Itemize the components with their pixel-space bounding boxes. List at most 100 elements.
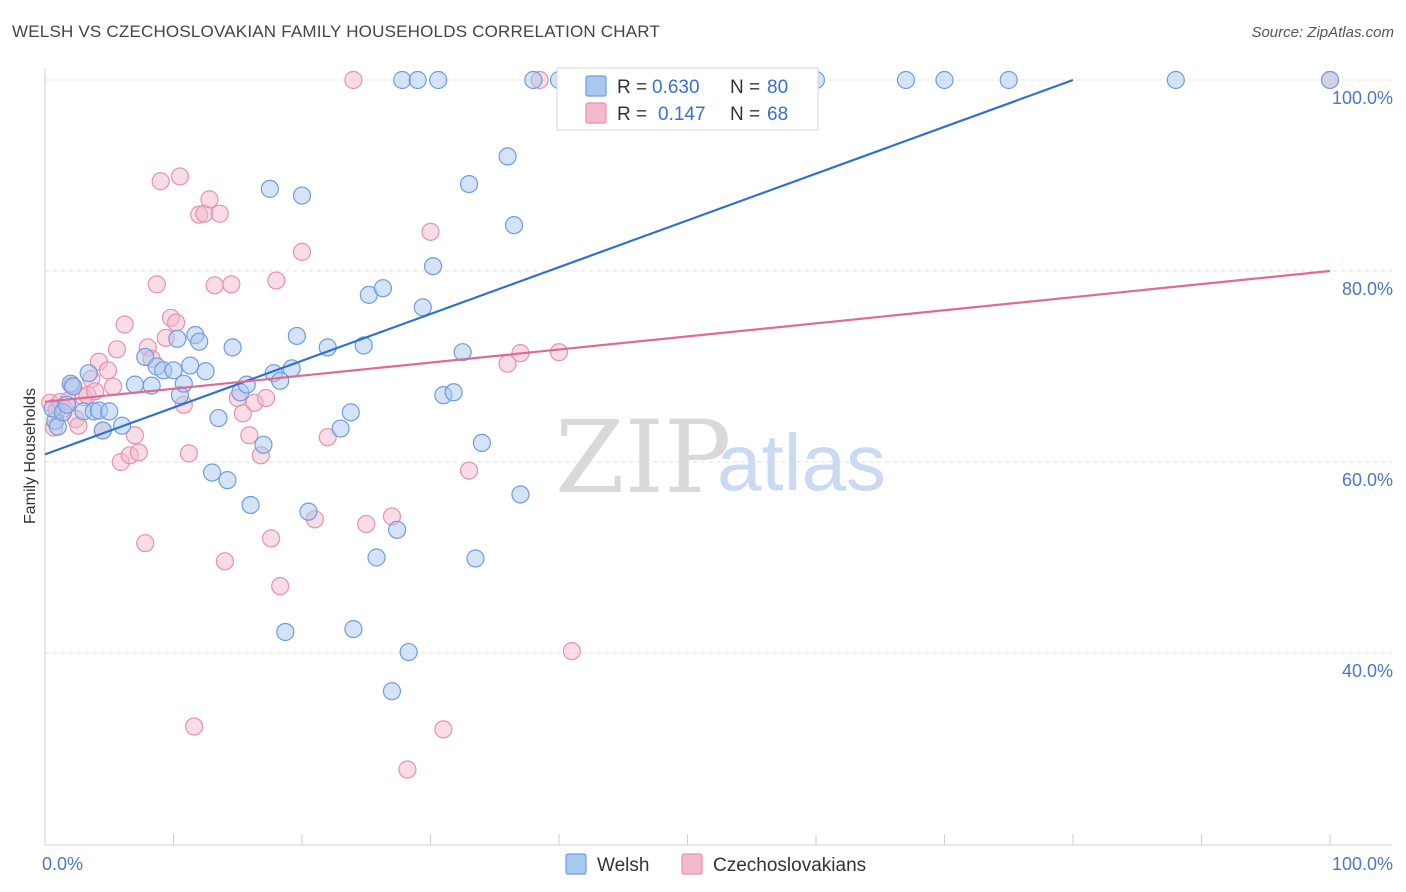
czech-point: [344, 70, 363, 90]
czech-point: [98, 361, 118, 380]
welsh-point: [287, 326, 306, 346]
czech-point: [357, 514, 376, 534]
legend-n-value-welsh: 80: [767, 77, 788, 98]
czech-point: [549, 343, 569, 362]
legend-n-label-welsh: N =: [730, 77, 760, 98]
czech-point: [104, 377, 123, 396]
welsh-point: [382, 682, 402, 701]
welsh-point: [196, 362, 215, 381]
welsh-point: [935, 70, 954, 90]
welsh-point: [472, 433, 491, 452]
welsh-point: [399, 642, 418, 662]
welsh-point: [423, 257, 443, 276]
legend-n-value-czech: 68: [767, 104, 788, 125]
legend-box: R = 0.630 N = 80 R = 0.147 N = 68: [556, 67, 819, 131]
czech-point: [421, 222, 440, 241]
welsh-point: [209, 408, 228, 428]
watermark-atlas: atlas: [717, 418, 886, 507]
welsh-point: [344, 620, 363, 639]
welsh-point: [341, 403, 360, 422]
welsh-point: [354, 336, 373, 355]
czech-point: [166, 313, 186, 332]
welsh-point: [100, 402, 119, 421]
chart-title: WELSH VS CZECHOSLOVAKIAN FAMILY HOUSEHOL…: [12, 22, 661, 41]
welsh-point: [408, 70, 427, 90]
welsh-point: [331, 419, 350, 438]
welsh-point: [524, 70, 543, 90]
welsh-point: [498, 147, 517, 166]
welsh-point: [1166, 70, 1185, 90]
y-axis-label: Family Households: [22, 388, 39, 524]
czech-point: [318, 428, 337, 447]
x-tick-labels: 0.0% 100.0%: [42, 854, 1393, 874]
czech-point: [262, 529, 281, 548]
y-tick-labels: 40.0% 60.0% 80.0% 100.0%: [1332, 88, 1393, 681]
axes: [44, 68, 1392, 846]
czech-point: [434, 720, 453, 739]
welsh-point: [453, 343, 472, 362]
y-tick-label: 60.0%: [1342, 470, 1393, 490]
welsh-point: [168, 329, 187, 348]
bottom-legend-welsh: Welsh: [597, 855, 649, 876]
bottom-legend: Welsh Czechoslovakians: [565, 853, 866, 876]
czech-point: [215, 552, 234, 571]
welsh-point: [511, 485, 530, 504]
welsh-point: [413, 298, 432, 317]
welsh-point: [429, 70, 448, 90]
czech-point: [125, 426, 145, 445]
welsh-point: [444, 383, 463, 402]
legend-n-label-czech: N =: [730, 104, 760, 125]
welsh-point: [223, 338, 242, 357]
watermark-zip: ZIP: [555, 399, 731, 516]
welsh-point: [999, 70, 1018, 90]
welsh-point: [164, 361, 183, 380]
welsh-point: [202, 463, 222, 482]
welsh-point: [254, 435, 273, 454]
welsh-point: [387, 520, 407, 539]
y-tick-label: 40.0%: [1342, 661, 1393, 681]
welsh-point: [367, 548, 386, 567]
x-tick-label: 0.0%: [42, 854, 83, 874]
czech-point: [222, 275, 241, 294]
welsh-point: [181, 356, 200, 375]
czech-point: [200, 190, 219, 209]
czech-point: [184, 717, 204, 736]
welsh-point: [292, 186, 312, 205]
welsh-point: [896, 70, 916, 90]
czech-point: [210, 204, 229, 223]
source-label: Source: ZipAtlas.com: [1251, 24, 1394, 41]
bottom-legend-swatch-welsh: [565, 853, 587, 875]
czech-point: [170, 167, 190, 186]
welsh-point: [276, 622, 295, 642]
czech-trend-line: [44, 269, 1331, 403]
y-tick-label: 100.0%: [1332, 88, 1393, 108]
legend-swatch-czech: [585, 102, 607, 124]
welsh-points: [43, 70, 1340, 701]
x-tick-label: 100.0%: [1332, 854, 1393, 874]
welsh-point: [79, 364, 98, 383]
czech-point: [459, 461, 479, 480]
legend-r-label-czech: R =: [617, 104, 647, 125]
welsh-point: [260, 179, 279, 198]
czech-point: [271, 577, 290, 596]
welsh-trend-line: [44, 78, 1074, 456]
czech-point: [267, 271, 286, 290]
legend-r-value-welsh: 0.630: [652, 77, 700, 98]
czech-point: [136, 534, 155, 553]
welsh-point: [299, 502, 318, 521]
czech-point: [562, 641, 581, 661]
grid-lines: [45, 79, 1392, 654]
x-tick-marks: [44, 834, 1331, 845]
legend-r-value-czech: 0.147: [658, 104, 706, 125]
czech-point: [179, 444, 199, 463]
welsh-point: [504, 216, 524, 235]
czech-point: [147, 275, 166, 294]
welsh-point: [241, 495, 260, 515]
welsh-point: [373, 279, 393, 298]
czech-point: [151, 172, 170, 191]
bottom-legend-swatch-czech: [681, 853, 703, 875]
czech-point: [107, 340, 127, 359]
welsh-point: [466, 549, 485, 568]
czech-point: [115, 315, 134, 334]
